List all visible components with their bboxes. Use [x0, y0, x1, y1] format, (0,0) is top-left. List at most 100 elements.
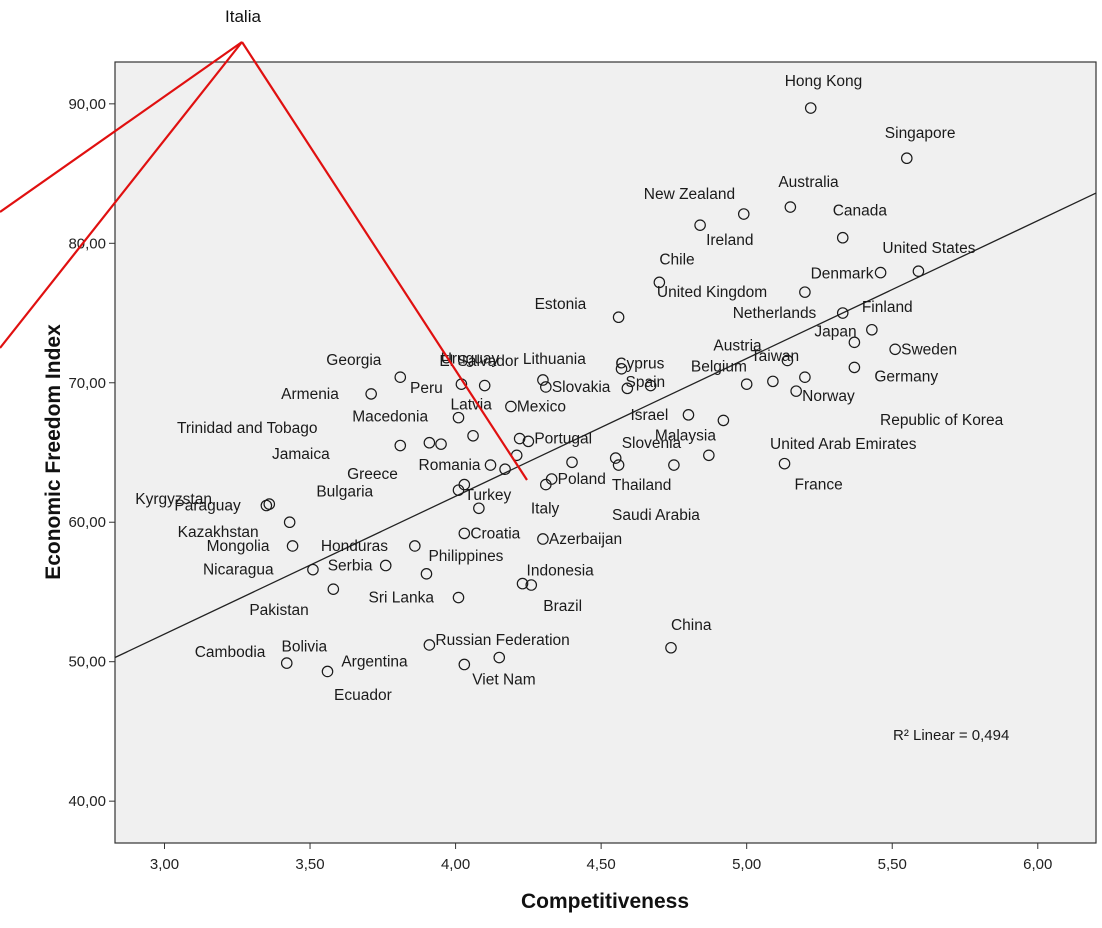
italia-callout: Italia: [0, 7, 528, 481]
point-label: Georgia: [326, 352, 382, 369]
x-tick-label: 3,50: [295, 856, 324, 873]
point-label: Slovakia: [552, 379, 611, 396]
point-label: Singapore: [885, 125, 956, 142]
point-label: Canada: [833, 203, 888, 220]
point-label: Mongolia: [207, 538, 270, 555]
data-point: [283, 516, 296, 529]
point-label: Bolivia: [282, 638, 328, 655]
point-label: Indonesia: [527, 563, 595, 580]
data-point: [717, 414, 730, 427]
x-axis-title: Competitiveness: [521, 890, 689, 913]
y-tick-label: 90,00: [68, 96, 106, 113]
point-label: Brazil: [543, 598, 582, 615]
point-label: China: [671, 617, 712, 634]
point-label: Pakistan: [249, 602, 308, 619]
data-point: [615, 363, 628, 375]
point-label: Poland: [558, 471, 606, 488]
data-point: [612, 459, 625, 471]
point-label: Serbia: [328, 557, 373, 574]
point-label: Kyrgyzstan: [135, 491, 212, 508]
y-tick-label: 70,00: [68, 375, 106, 392]
x-tick-label: 4,00: [441, 856, 470, 873]
point-label: Armenia: [281, 386, 339, 403]
data-point: [537, 374, 549, 386]
point-label: Sweden: [901, 341, 957, 358]
point-label: United Arab Emirates: [770, 436, 917, 453]
data-point: [668, 459, 680, 471]
data-point: [420, 568, 433, 580]
data-point: [435, 438, 447, 450]
data-point: [848, 361, 861, 374]
point-label: United Kingdom: [657, 284, 767, 301]
data-point: [499, 463, 511, 476]
point-label: Finland: [862, 299, 913, 316]
data-point: [452, 484, 465, 496]
point-label: Saudi Arabia: [612, 507, 700, 524]
data-point: [493, 651, 506, 664]
data-point: [804, 102, 817, 114]
data-point: [799, 286, 811, 298]
data-point: [540, 478, 552, 491]
point-label: Lithuania: [523, 351, 586, 368]
point-label: Russian Federation: [435, 632, 569, 649]
r2-annotation: R² Linear = 0,494: [893, 727, 1009, 744]
data-point: [790, 385, 802, 397]
data-point: [452, 591, 465, 604]
callout-line-left-lower: [0, 41, 243, 349]
data-point: [609, 452, 622, 464]
data-point: [423, 639, 436, 651]
data-point: [394, 439, 407, 452]
data-point: [394, 371, 407, 383]
point-label: Japan: [814, 323, 856, 340]
point-label: Viet Nam: [472, 672, 535, 689]
data-point: [379, 559, 392, 572]
data-points: [260, 102, 925, 678]
data-point: [423, 436, 436, 449]
data-point: [458, 527, 471, 540]
point-label: Belgium: [691, 358, 747, 375]
data-point: [327, 583, 340, 595]
point-label: Germany: [874, 368, 938, 385]
point-label: Peru: [410, 380, 443, 397]
data-point: [644, 379, 657, 392]
point-labels: Hong Kong Singapore Australia New Zealand Ir…: [135, 73, 1003, 704]
x-tick-label: 4,50: [587, 856, 616, 873]
point-label: Azerbaijan: [549, 531, 622, 548]
data-point: [522, 435, 535, 448]
point-label: Spain: [626, 374, 666, 391]
regression-line: [114, 192, 1097, 659]
data-point: [505, 400, 517, 413]
point-label: Argentina: [341, 653, 408, 670]
point-label: Cambodia: [195, 644, 266, 661]
point-label: Netherlands: [733, 305, 817, 322]
point-label: Ireland: [706, 232, 753, 249]
data-point: [799, 371, 811, 383]
y-axis-title: Economic Freedom Index: [42, 324, 65, 580]
point-label: United States: [882, 240, 975, 257]
data-point: [737, 208, 750, 220]
point-label: Turkey: [464, 487, 511, 504]
point-label: Hong Kong: [785, 73, 863, 90]
data-point: [260, 499, 273, 512]
data-point: [889, 343, 901, 356]
x-tick-label: 5,00: [732, 856, 761, 873]
point-label: Republic of Korea: [880, 412, 1004, 429]
y-tick-label: 50,00: [68, 654, 106, 671]
data-point: [836, 307, 849, 319]
data-point: [781, 354, 794, 367]
point-label: Chile: [659, 251, 694, 268]
point-label: Taiwan: [751, 348, 799, 365]
data-point: [900, 152, 913, 165]
point-label: Philippines: [428, 548, 503, 565]
data-point: [912, 265, 925, 277]
data-point: [784, 201, 797, 213]
data-point: [458, 658, 471, 671]
point-label: Portugal: [534, 430, 592, 447]
point-label: Paraguay: [174, 497, 241, 514]
data-point: [286, 540, 299, 552]
point-label: Nicaragua: [203, 562, 274, 579]
point-label: Mexico: [517, 398, 566, 415]
point-label: Romania: [419, 457, 481, 474]
data-point: [280, 657, 293, 669]
data-point: [452, 411, 465, 424]
